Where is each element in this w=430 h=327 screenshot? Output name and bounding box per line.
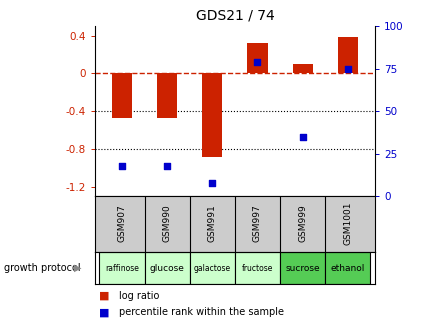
- Text: glucose: glucose: [149, 264, 184, 273]
- Bar: [247, 43, 267, 73]
- Text: GSM1001: GSM1001: [343, 201, 352, 245]
- Bar: [292, 64, 312, 73]
- Bar: [234, 252, 280, 284]
- Text: ▶: ▶: [74, 263, 82, 273]
- Point: [163, 163, 170, 168]
- Point: [209, 180, 215, 185]
- Text: ethanol: ethanol: [330, 264, 364, 273]
- Point: [253, 59, 260, 64]
- Text: log ratio: log ratio: [118, 291, 159, 301]
- Text: GSM907: GSM907: [117, 204, 126, 242]
- Text: GSM991: GSM991: [207, 204, 216, 242]
- Bar: [202, 73, 222, 157]
- Bar: [157, 73, 177, 118]
- Title: GDS21 / 74: GDS21 / 74: [195, 8, 273, 22]
- Text: GSM990: GSM990: [162, 204, 171, 242]
- Text: ■: ■: [99, 291, 109, 301]
- Point: [344, 66, 350, 71]
- Bar: [99, 252, 144, 284]
- Text: growth protocol: growth protocol: [4, 263, 81, 273]
- Bar: [111, 73, 132, 118]
- Bar: [325, 252, 370, 284]
- Bar: [280, 252, 325, 284]
- Text: sucrose: sucrose: [285, 264, 319, 273]
- Bar: [144, 252, 189, 284]
- Text: fructose: fructose: [241, 264, 273, 273]
- Text: raffinose: raffinose: [105, 264, 138, 273]
- Point: [118, 163, 125, 168]
- Point: [298, 134, 305, 139]
- Text: ■: ■: [99, 307, 109, 317]
- Text: GSM997: GSM997: [252, 204, 261, 242]
- Text: percentile rank within the sample: percentile rank within the sample: [118, 307, 283, 317]
- Bar: [189, 252, 234, 284]
- Text: GSM999: GSM999: [298, 204, 307, 242]
- Text: galactose: galactose: [194, 264, 230, 273]
- Bar: [337, 38, 357, 73]
